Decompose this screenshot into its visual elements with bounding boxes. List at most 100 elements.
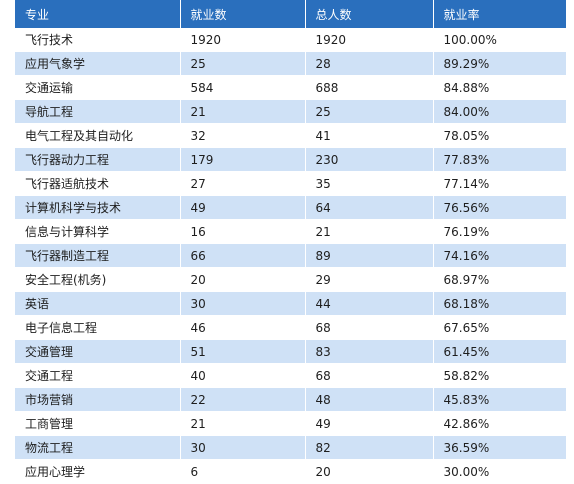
cell-rate: 76.19% bbox=[433, 219, 566, 244]
table-row: 物流工程 30 82 36.59% bbox=[15, 435, 566, 460]
cell-total: 28 bbox=[305, 51, 434, 76]
cell-rate: 67.65% bbox=[433, 315, 566, 340]
cell-rate: 77.83% bbox=[433, 147, 566, 172]
cell-major: 工商管理 bbox=[15, 411, 181, 436]
cell-total: 21 bbox=[305, 219, 434, 244]
cell-rate: 36.59% bbox=[433, 435, 566, 460]
cell-employed: 30 bbox=[180, 435, 306, 460]
table-row: 英语 30 44 68.18% bbox=[15, 291, 566, 316]
cell-rate: 30.00% bbox=[433, 459, 566, 484]
table-row: 飞行技术 1920 1920 100.00% bbox=[15, 28, 566, 52]
cell-rate: 45.83% bbox=[433, 387, 566, 412]
header-major: 专业 bbox=[15, 0, 181, 28]
cell-rate: 89.29% bbox=[433, 51, 566, 76]
cell-employed: 20 bbox=[180, 267, 306, 292]
table-row: 计算机科学与技术 49 64 76.56% bbox=[15, 195, 566, 220]
cell-employed: 21 bbox=[180, 411, 306, 436]
table-row: 工商管理 21 49 42.86% bbox=[15, 411, 566, 436]
header-employed: 就业数 bbox=[180, 0, 306, 28]
header-total: 总人数 bbox=[305, 0, 434, 28]
cell-major: 飞行器适航技术 bbox=[15, 171, 181, 196]
cell-total: 82 bbox=[305, 435, 434, 460]
cell-total: 1920 bbox=[305, 28, 434, 52]
cell-employed: 16 bbox=[180, 219, 306, 244]
cell-major: 物流工程 bbox=[15, 435, 181, 460]
cell-rate: 61.45% bbox=[433, 339, 566, 364]
table-row: 信息与计算科学 16 21 76.19% bbox=[15, 219, 566, 244]
cell-total: 68 bbox=[305, 363, 434, 388]
cell-total: 688 bbox=[305, 75, 434, 100]
employment-table-container: 专业 就业数 总人数 就业率 飞行技术 1920 1920 100.00% 应用气象学 2… bbox=[15, 0, 566, 484]
cell-rate: 68.18% bbox=[433, 291, 566, 316]
cell-employed: 6 bbox=[180, 459, 306, 484]
table-row: 安全工程(机务) 20 29 68.97% bbox=[15, 267, 566, 292]
cell-total: 35 bbox=[305, 171, 434, 196]
cell-employed: 51 bbox=[180, 339, 306, 364]
table-row: 导航工程 21 25 84.00% bbox=[15, 99, 566, 124]
table-row: 应用心理学 6 20 30.00% bbox=[15, 459, 566, 484]
cell-major: 交通管理 bbox=[15, 339, 181, 364]
cell-major: 英语 bbox=[15, 291, 181, 316]
cell-major: 飞行技术 bbox=[15, 28, 181, 52]
cell-total: 68 bbox=[305, 315, 434, 340]
header-rate: 就业率 bbox=[433, 0, 566, 28]
table-row: 交通管理 51 83 61.45% bbox=[15, 339, 566, 364]
cell-employed: 66 bbox=[180, 243, 306, 268]
cell-rate: 58.82% bbox=[433, 363, 566, 388]
cell-major: 交通工程 bbox=[15, 363, 181, 388]
cell-major: 安全工程(机务) bbox=[15, 267, 181, 292]
table-row: 交通运输 584 688 84.88% bbox=[15, 75, 566, 100]
cell-total: 25 bbox=[305, 99, 434, 124]
table-row: 应用气象学 25 28 89.29% bbox=[15, 51, 566, 76]
cell-major: 电气工程及其自动化 bbox=[15, 123, 181, 148]
cell-employed: 22 bbox=[180, 387, 306, 412]
cell-total: 230 bbox=[305, 147, 434, 172]
table-row: 电气工程及其自动化 32 41 78.05% bbox=[15, 123, 566, 148]
table-row: 交通工程 40 68 58.82% bbox=[15, 363, 566, 388]
cell-major: 交通运输 bbox=[15, 75, 181, 100]
header-row: 专业 就业数 总人数 就业率 bbox=[15, 0, 566, 28]
employment-table: 专业 就业数 总人数 就业率 飞行技术 1920 1920 100.00% 应用气象学 2… bbox=[15, 0, 566, 484]
cell-total: 64 bbox=[305, 195, 434, 220]
cell-employed: 32 bbox=[180, 123, 306, 148]
cell-employed: 40 bbox=[180, 363, 306, 388]
cell-rate: 100.00% bbox=[433, 28, 566, 52]
cell-employed: 21 bbox=[180, 99, 306, 124]
cell-employed: 25 bbox=[180, 51, 306, 76]
cell-rate: 68.97% bbox=[433, 267, 566, 292]
table-row: 飞行器适航技术 27 35 77.14% bbox=[15, 171, 566, 196]
cell-total: 49 bbox=[305, 411, 434, 436]
cell-employed: 30 bbox=[180, 291, 306, 316]
cell-employed: 1920 bbox=[180, 28, 306, 52]
cell-rate: 84.00% bbox=[433, 99, 566, 124]
cell-total: 29 bbox=[305, 267, 434, 292]
table-row: 飞行器动力工程 179 230 77.83% bbox=[15, 147, 566, 172]
cell-major: 信息与计算科学 bbox=[15, 219, 181, 244]
table-row: 飞行器制造工程 66 89 74.16% bbox=[15, 243, 566, 268]
cell-rate: 77.14% bbox=[433, 171, 566, 196]
table-row: 电子信息工程 46 68 67.65% bbox=[15, 315, 566, 340]
table-header: 专业 就业数 总人数 就业率 bbox=[15, 0, 566, 28]
cell-total: 20 bbox=[305, 459, 434, 484]
cell-major: 电子信息工程 bbox=[15, 315, 181, 340]
cell-employed: 27 bbox=[180, 171, 306, 196]
cell-major: 导航工程 bbox=[15, 99, 181, 124]
cell-major: 计算机科学与技术 bbox=[15, 195, 181, 220]
cell-employed: 179 bbox=[180, 147, 306, 172]
cell-total: 41 bbox=[305, 123, 434, 148]
cell-total: 48 bbox=[305, 387, 434, 412]
cell-total: 89 bbox=[305, 243, 434, 268]
cell-rate: 74.16% bbox=[433, 243, 566, 268]
cell-major: 飞行器动力工程 bbox=[15, 147, 181, 172]
cell-rate: 84.88% bbox=[433, 75, 566, 100]
cell-rate: 78.05% bbox=[433, 123, 566, 148]
table-row: 市场营销 22 48 45.83% bbox=[15, 387, 566, 412]
cell-major: 市场营销 bbox=[15, 387, 181, 412]
cell-major: 飞行器制造工程 bbox=[15, 243, 181, 268]
cell-employed: 584 bbox=[180, 75, 306, 100]
cell-major: 应用气象学 bbox=[15, 51, 181, 76]
cell-major: 应用心理学 bbox=[15, 459, 181, 484]
cell-rate: 42.86% bbox=[433, 411, 566, 436]
cell-employed: 49 bbox=[180, 195, 306, 220]
cell-employed: 46 bbox=[180, 315, 306, 340]
